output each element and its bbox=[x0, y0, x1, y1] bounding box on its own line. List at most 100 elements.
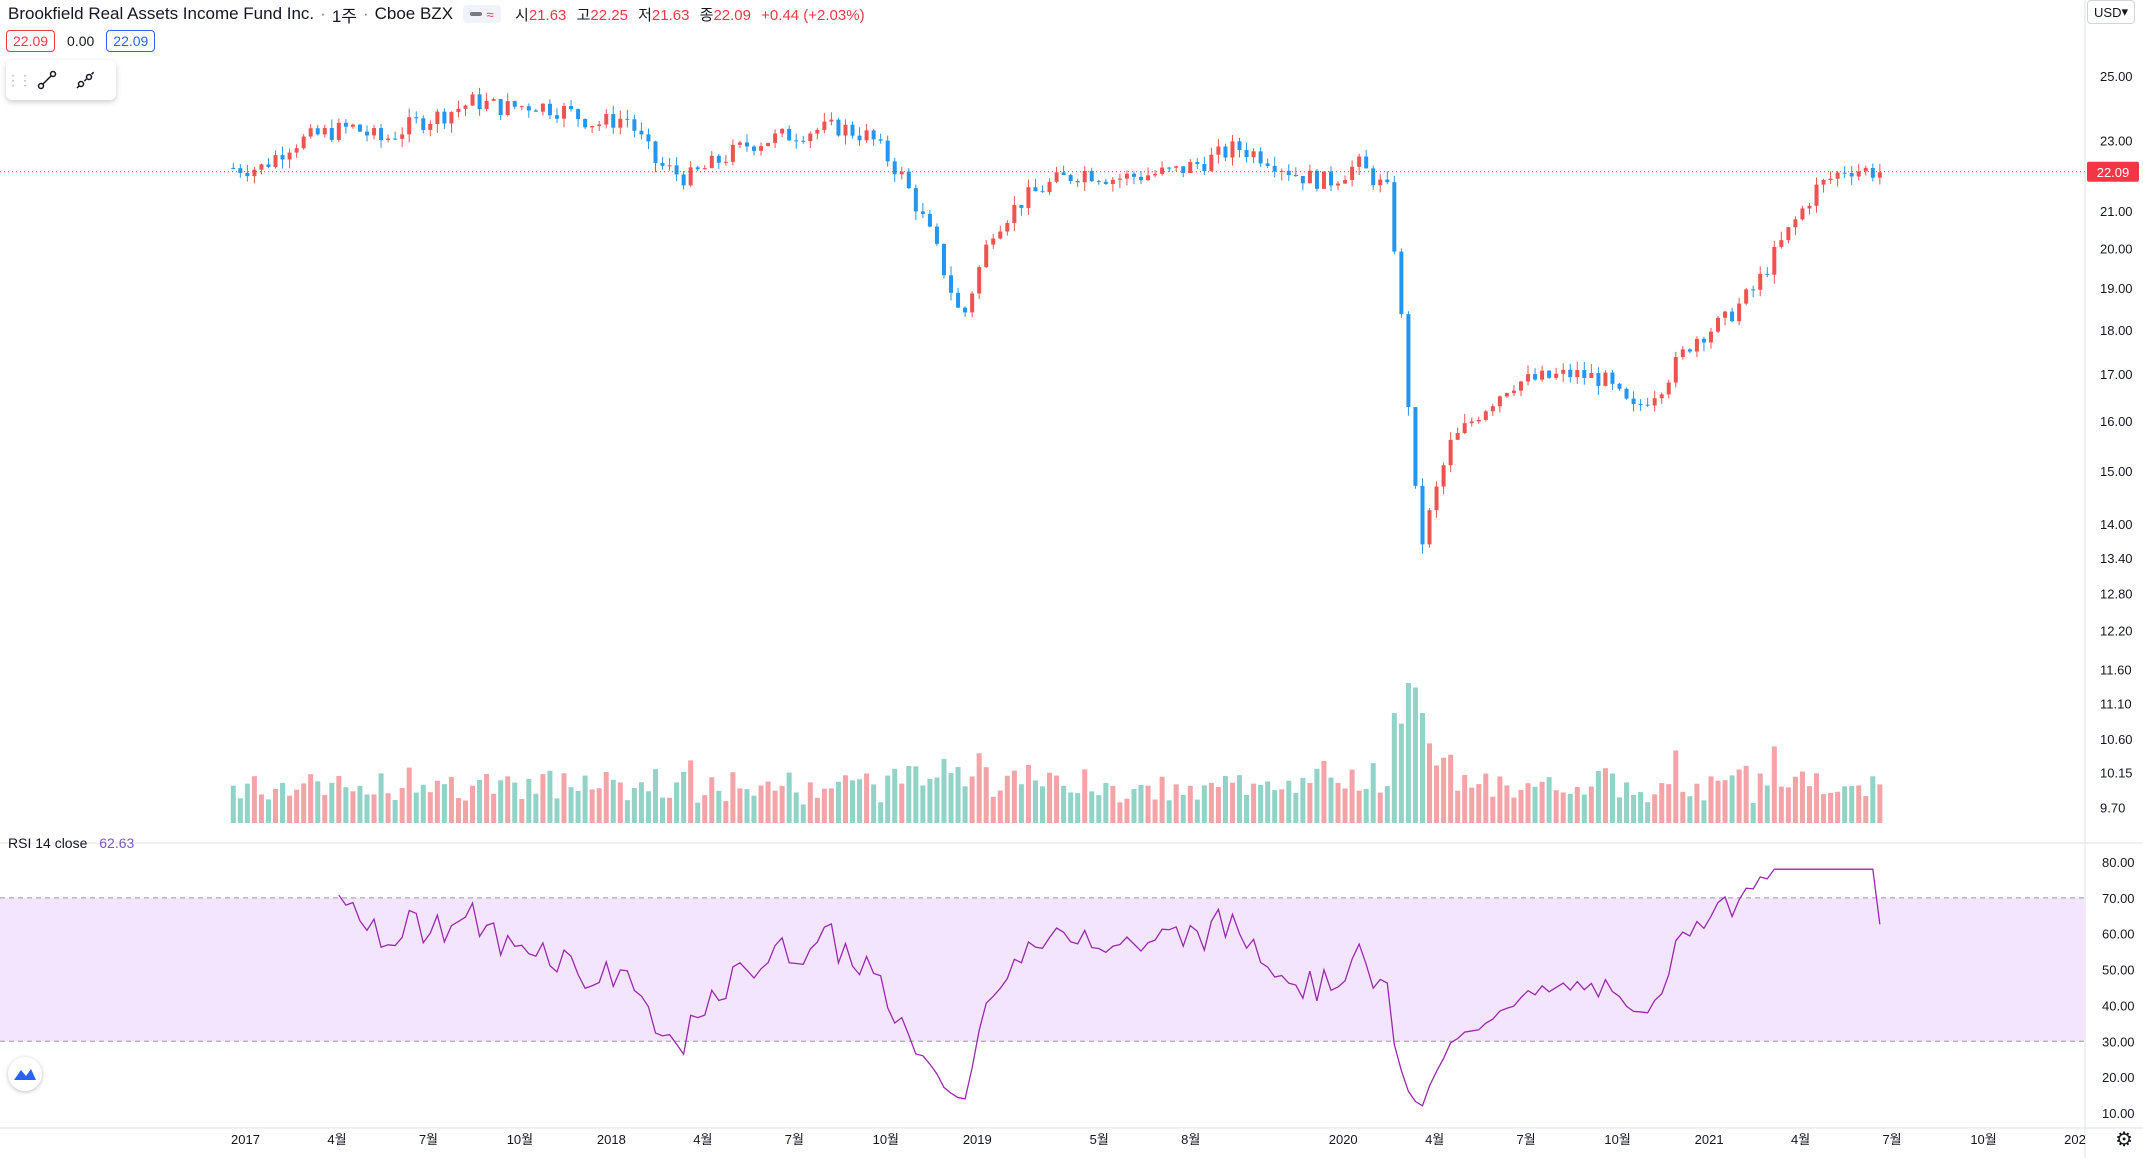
rsi-tick-label: 40.00 bbox=[2102, 998, 2135, 1013]
volume-bar bbox=[1757, 773, 1763, 823]
candle-body bbox=[1835, 172, 1840, 179]
price-tick-label: 17.00 bbox=[2100, 367, 2133, 382]
price-tick-label: 23.00 bbox=[2100, 134, 2133, 149]
volume-bar bbox=[1469, 787, 1475, 823]
rsi-line bbox=[338, 868, 1881, 1107]
volume-bar bbox=[554, 798, 560, 823]
price-tick-label: 10.15 bbox=[2100, 765, 2133, 780]
market-status-icon[interactable]: ≈ bbox=[463, 5, 502, 23]
candle-body bbox=[1188, 162, 1193, 173]
volume-bar bbox=[990, 796, 996, 823]
volume-bar bbox=[617, 782, 623, 823]
candle-body bbox=[1082, 170, 1087, 183]
rsi-tick-label: 80.00 bbox=[2102, 855, 2135, 870]
volume-bar bbox=[244, 783, 250, 823]
candle-body bbox=[836, 119, 841, 136]
candle-body bbox=[730, 144, 735, 162]
volume-bar bbox=[1419, 713, 1425, 823]
candle-body bbox=[1047, 181, 1052, 193]
candle-body bbox=[364, 131, 369, 136]
candle-body bbox=[850, 124, 855, 136]
floating-toolbar: ⋮⋮ bbox=[6, 60, 116, 100]
volume-bar bbox=[751, 795, 757, 823]
currency-selector[interactable]: USD ▾ bbox=[2087, 0, 2135, 24]
settings-gear-icon[interactable]: ⚙ bbox=[2115, 1129, 2133, 1151]
candle-body bbox=[1237, 141, 1242, 151]
volume-bar bbox=[294, 789, 300, 823]
volume-bar bbox=[540, 774, 546, 823]
time-tick-label: 2018 bbox=[597, 1132, 626, 1147]
volume-bar bbox=[455, 798, 461, 823]
current-price-label: 22.09 bbox=[2097, 165, 2130, 180]
volume-bar bbox=[399, 787, 405, 823]
candle-body bbox=[1139, 176, 1144, 181]
candle-body bbox=[1110, 179, 1115, 184]
candle-body bbox=[1223, 146, 1228, 158]
candle-body bbox=[308, 128, 313, 137]
volume-bar bbox=[793, 792, 799, 823]
volume-bar bbox=[378, 773, 384, 823]
volume-bar bbox=[357, 785, 363, 823]
volume-bar bbox=[997, 790, 1003, 823]
separator-dot: · bbox=[320, 4, 326, 23]
volume-bar bbox=[1462, 775, 1468, 823]
sell-button[interactable]: 22.09 bbox=[6, 30, 56, 52]
chart-header: Brookfield Real Assets Income Fund Inc. … bbox=[8, 0, 871, 28]
volume-bar bbox=[1560, 792, 1566, 823]
candle-body bbox=[1153, 173, 1158, 176]
drag-handle-icon[interactable]: ⋮⋮ bbox=[6, 71, 32, 88]
candle-body bbox=[1385, 179, 1390, 183]
price-tick-label: 15.00 bbox=[2100, 464, 2133, 479]
candle-body bbox=[1378, 179, 1383, 186]
candle-body bbox=[949, 275, 954, 293]
volume-bar bbox=[1511, 797, 1517, 823]
candle-body bbox=[1800, 208, 1805, 220]
candle-body bbox=[857, 135, 862, 141]
volume-bar bbox=[589, 789, 595, 823]
volume-bar bbox=[413, 792, 419, 823]
candle-body bbox=[245, 172, 250, 177]
time-tick-label: 4월 bbox=[327, 1132, 346, 1147]
candle-body bbox=[1511, 390, 1516, 394]
tradingview-logo-icon[interactable] bbox=[8, 1057, 42, 1091]
time-tick-label: 7월 bbox=[785, 1132, 804, 1147]
volume-bar bbox=[315, 781, 321, 823]
volume-bar bbox=[1553, 790, 1559, 823]
candle-body bbox=[1364, 156, 1369, 169]
interval-label[interactable]: 1주 bbox=[331, 6, 357, 26]
ray-line-icon[interactable] bbox=[66, 65, 104, 95]
volume-bar bbox=[1504, 785, 1510, 823]
candle-body bbox=[1068, 174, 1073, 181]
candle-body bbox=[667, 165, 672, 167]
symbol-title[interactable]: Brookfield Real Assets Income Fund Inc. bbox=[8, 4, 315, 23]
candle-body bbox=[1209, 154, 1214, 171]
candle-body bbox=[1807, 205, 1812, 209]
trend-line-icon[interactable] bbox=[28, 65, 66, 95]
volume-bar bbox=[1004, 775, 1010, 823]
candle-body bbox=[1314, 170, 1319, 189]
candle-body bbox=[604, 114, 609, 125]
rsi-legend: RSI 14 close 62.63 bbox=[8, 835, 134, 851]
ohlc-readout: 시21.63 고22.25 저21.63 종22.09 +0.44 (+2.03… bbox=[515, 6, 865, 24]
volume-bar bbox=[1659, 783, 1665, 823]
candle-body bbox=[1533, 374, 1538, 380]
candle-body bbox=[1258, 151, 1263, 164]
candle-body bbox=[435, 111, 440, 125]
candle-body bbox=[540, 103, 545, 112]
candle-body bbox=[1061, 172, 1066, 175]
volume-bar bbox=[1842, 786, 1848, 823]
volume-bar bbox=[1398, 723, 1404, 823]
candle-body bbox=[1638, 404, 1643, 406]
buy-button[interactable]: 22.09 bbox=[106, 30, 156, 52]
rsi-label[interactable]: RSI 14 close bbox=[8, 835, 88, 851]
time-tick-label: 7월 bbox=[1882, 1132, 1901, 1147]
candle-body bbox=[1033, 187, 1038, 192]
candle-body bbox=[766, 142, 771, 147]
time-tick-label: 2019 bbox=[963, 1132, 992, 1147]
candle-body bbox=[709, 155, 714, 169]
candle-body bbox=[646, 134, 651, 142]
candle-body bbox=[878, 139, 883, 141]
candle-body bbox=[1483, 411, 1488, 420]
candle-body bbox=[1694, 338, 1699, 352]
